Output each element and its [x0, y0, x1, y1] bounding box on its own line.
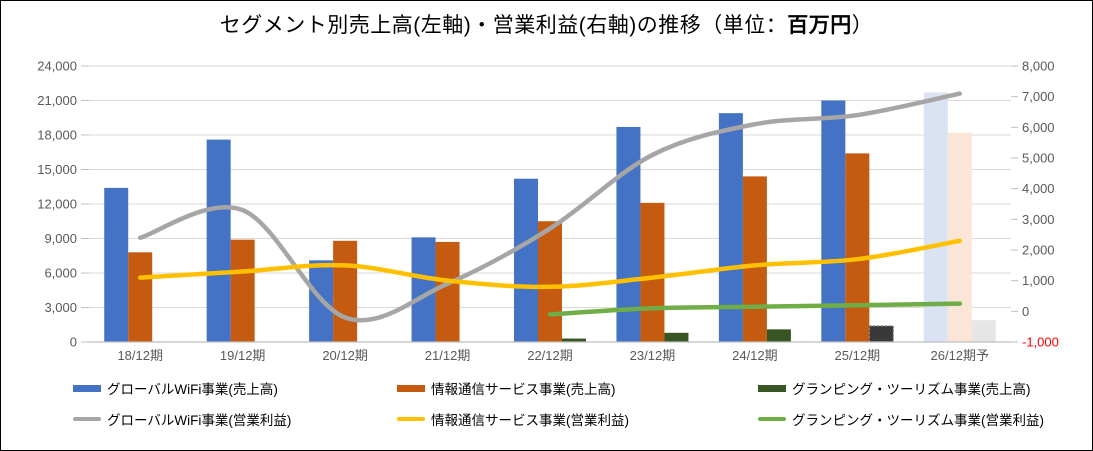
legend-item-label: グローバルWiFi事業(売上高) [107, 382, 278, 397]
legend-item-label: 情報通信サービス事業(営業利益) [431, 413, 629, 428]
left-axis-tick-label: 24,000 [37, 59, 77, 74]
legend-item-label: グランピング・ツーリズム事業(営業利益) [792, 413, 1044, 428]
chart-title-unit: 百万円 [787, 14, 852, 37]
legend-item-label: グローバルWiFi事業(営業利益) [107, 413, 292, 428]
legend-item: グローバルWiFi事業(売上高) [73, 377, 397, 399]
x-axis-label: 26/12期予 [931, 348, 990, 363]
chart-title-suffix: ） [851, 14, 874, 37]
sales-bar [640, 202, 665, 342]
sales-bar [947, 132, 972, 342]
sales-bar [538, 221, 562, 342]
legend-item: グランピング・ツーリズム事業(売上高) [758, 377, 1073, 399]
profit-line [547, 301, 963, 317]
legend-line-swatch [758, 417, 786, 421]
legend-bar-swatch [73, 384, 101, 392]
right-axis-tick-label: 1,000 [1022, 273, 1055, 288]
right-axis-tick-label: 8,000 [1022, 59, 1055, 74]
right-axis-tick-label: 2,000 [1022, 243, 1055, 258]
x-axis-label: 20/12期 [322, 348, 368, 363]
legend-line-swatch [73, 417, 101, 421]
chart-title: セグメント別売上高(左軸)・営業利益(右軸)の推移（単位：百万円） [1, 9, 1092, 39]
right-axis-tick-label: -1,000 [1022, 335, 1059, 350]
sales-bar [514, 178, 538, 342]
sales-bar [821, 100, 846, 342]
legend-bar-swatch [397, 384, 425, 392]
right-axis-tick-label: 0 [1022, 304, 1029, 319]
sales-bar [923, 92, 948, 342]
right-axis-tick-label: 3,000 [1022, 212, 1055, 227]
legend-item-label: グランピング・ツーリズム事業(売上高) [792, 382, 1031, 397]
right-axis-tick-label: 6,000 [1022, 120, 1055, 135]
sales-bar [562, 338, 586, 342]
sales-bar [845, 153, 870, 342]
legend-bar-swatch [758, 384, 786, 392]
right-axis-tick-label: 4,000 [1022, 181, 1055, 196]
left-axis-tick-label: 9,000 [44, 231, 77, 246]
x-axis-label: 18/12期 [117, 348, 163, 363]
sales-bar [230, 239, 255, 342]
sales-bar [128, 252, 153, 342]
left-axis-tick-label: 6,000 [44, 266, 77, 281]
x-axis-label: 19/12期 [220, 348, 266, 363]
legend-item: 情報通信サービス事業(営業利益) [397, 408, 758, 430]
chart-title-prefix: セグメント別売上高(左軸)・営業利益(右軸)の推移（単位： [219, 14, 788, 37]
legend-item: グローバルWiFi事業(営業利益) [73, 408, 397, 430]
legend-line-swatch [397, 417, 425, 421]
left-axis-tick-label: 18,000 [37, 128, 77, 143]
right-axis-tick-label: 7,000 [1022, 89, 1055, 104]
left-axis-tick-label: 3,000 [44, 300, 77, 315]
sales-bar [868, 325, 894, 343]
legend-item-label: 情報通信サービス事業(売上高) [431, 382, 616, 397]
left-axis-tick-label: 21,000 [37, 93, 77, 108]
sales-bar [971, 320, 996, 342]
legend-item: グランピング・ツーリズム事業(営業利益) [758, 408, 1073, 430]
sales-bar [333, 240, 358, 342]
sales-bar [435, 241, 460, 342]
sales-bar [104, 187, 129, 342]
left-axis-tick-label: 12,000 [37, 197, 77, 212]
left-axis-tick-label: 0 [70, 335, 77, 350]
sales-bar [718, 113, 743, 343]
profit-line [137, 238, 963, 290]
profit-line [137, 91, 963, 323]
sales-bar [766, 329, 791, 342]
chart-legend: グローバルWiFi事業(売上高) 情報通信サービス事業(売上高) グランピング・ツー… [73, 377, 1073, 430]
x-axis-label: 22/12期 [527, 348, 573, 363]
sales-bar [664, 332, 689, 342]
x-axis-label: 24/12期 [732, 348, 778, 363]
right-axis-tick-label: 5,000 [1022, 151, 1055, 166]
x-axis-label: 25/12期 [835, 348, 881, 363]
sales-bar [206, 139, 231, 342]
legend-item: 情報通信サービス事業(売上高) [397, 377, 758, 399]
sales-bar [742, 176, 767, 342]
left-axis-tick-label: 15,000 [37, 162, 77, 177]
x-axis-label: 23/12期 [630, 348, 676, 363]
x-axis-label: 21/12期 [425, 348, 471, 363]
